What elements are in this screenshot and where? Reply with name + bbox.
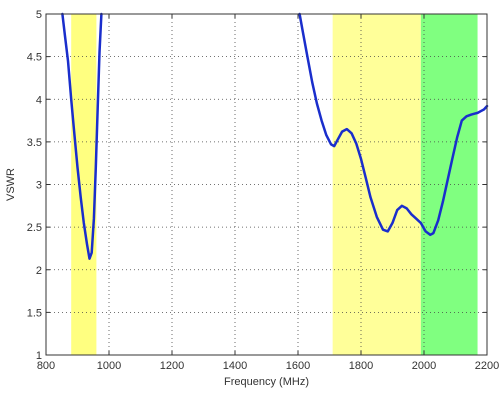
y-axis-ticks: 1 1.5 2 2.5 3 3.5 4 4.5 5 — [27, 9, 487, 362]
shaded-band-2 — [332, 14, 421, 355]
vswr-curve-segment-1 — [61, 12, 103, 260]
y-tick-label: 4.5 — [27, 52, 42, 64]
y-tick-label: 1 — [36, 350, 42, 362]
y-tick-label: 4 — [36, 94, 42, 106]
shaded-band-3 — [420, 14, 478, 355]
x-tick-label: 2000 — [412, 360, 436, 372]
y-axis-label: VSWR — [5, 168, 17, 201]
x-axis-label: Frequency (MHz) — [224, 376, 309, 388]
x-tick-label: 1400 — [223, 360, 247, 372]
x-tick-label: 1000 — [97, 360, 121, 372]
x-tick-label: 1800 — [349, 360, 373, 372]
shaded-band-1 — [71, 14, 97, 355]
y-tick-label: 1.5 — [27, 307, 42, 319]
y-tick-label: 3.5 — [27, 137, 42, 149]
y-tick-label: 2.5 — [27, 222, 42, 234]
y-tick-label: 5 — [36, 9, 42, 21]
series-layer — [61, 12, 489, 260]
x-tick-label: 2200 — [475, 360, 499, 372]
x-tick-label: 1200 — [160, 360, 184, 372]
x-axis-ticks: 800 1000 1200 1400 1600 1800 2000 2200 — [37, 14, 499, 372]
y-tick-label: 3 — [36, 180, 42, 192]
x-tick-label: 1600 — [286, 360, 310, 372]
grid — [46, 14, 487, 355]
y-tick-label: 2 — [36, 265, 42, 277]
x-tick-label: 800 — [37, 360, 55, 372]
vswr-curve-segment-2 — [298, 12, 489, 237]
